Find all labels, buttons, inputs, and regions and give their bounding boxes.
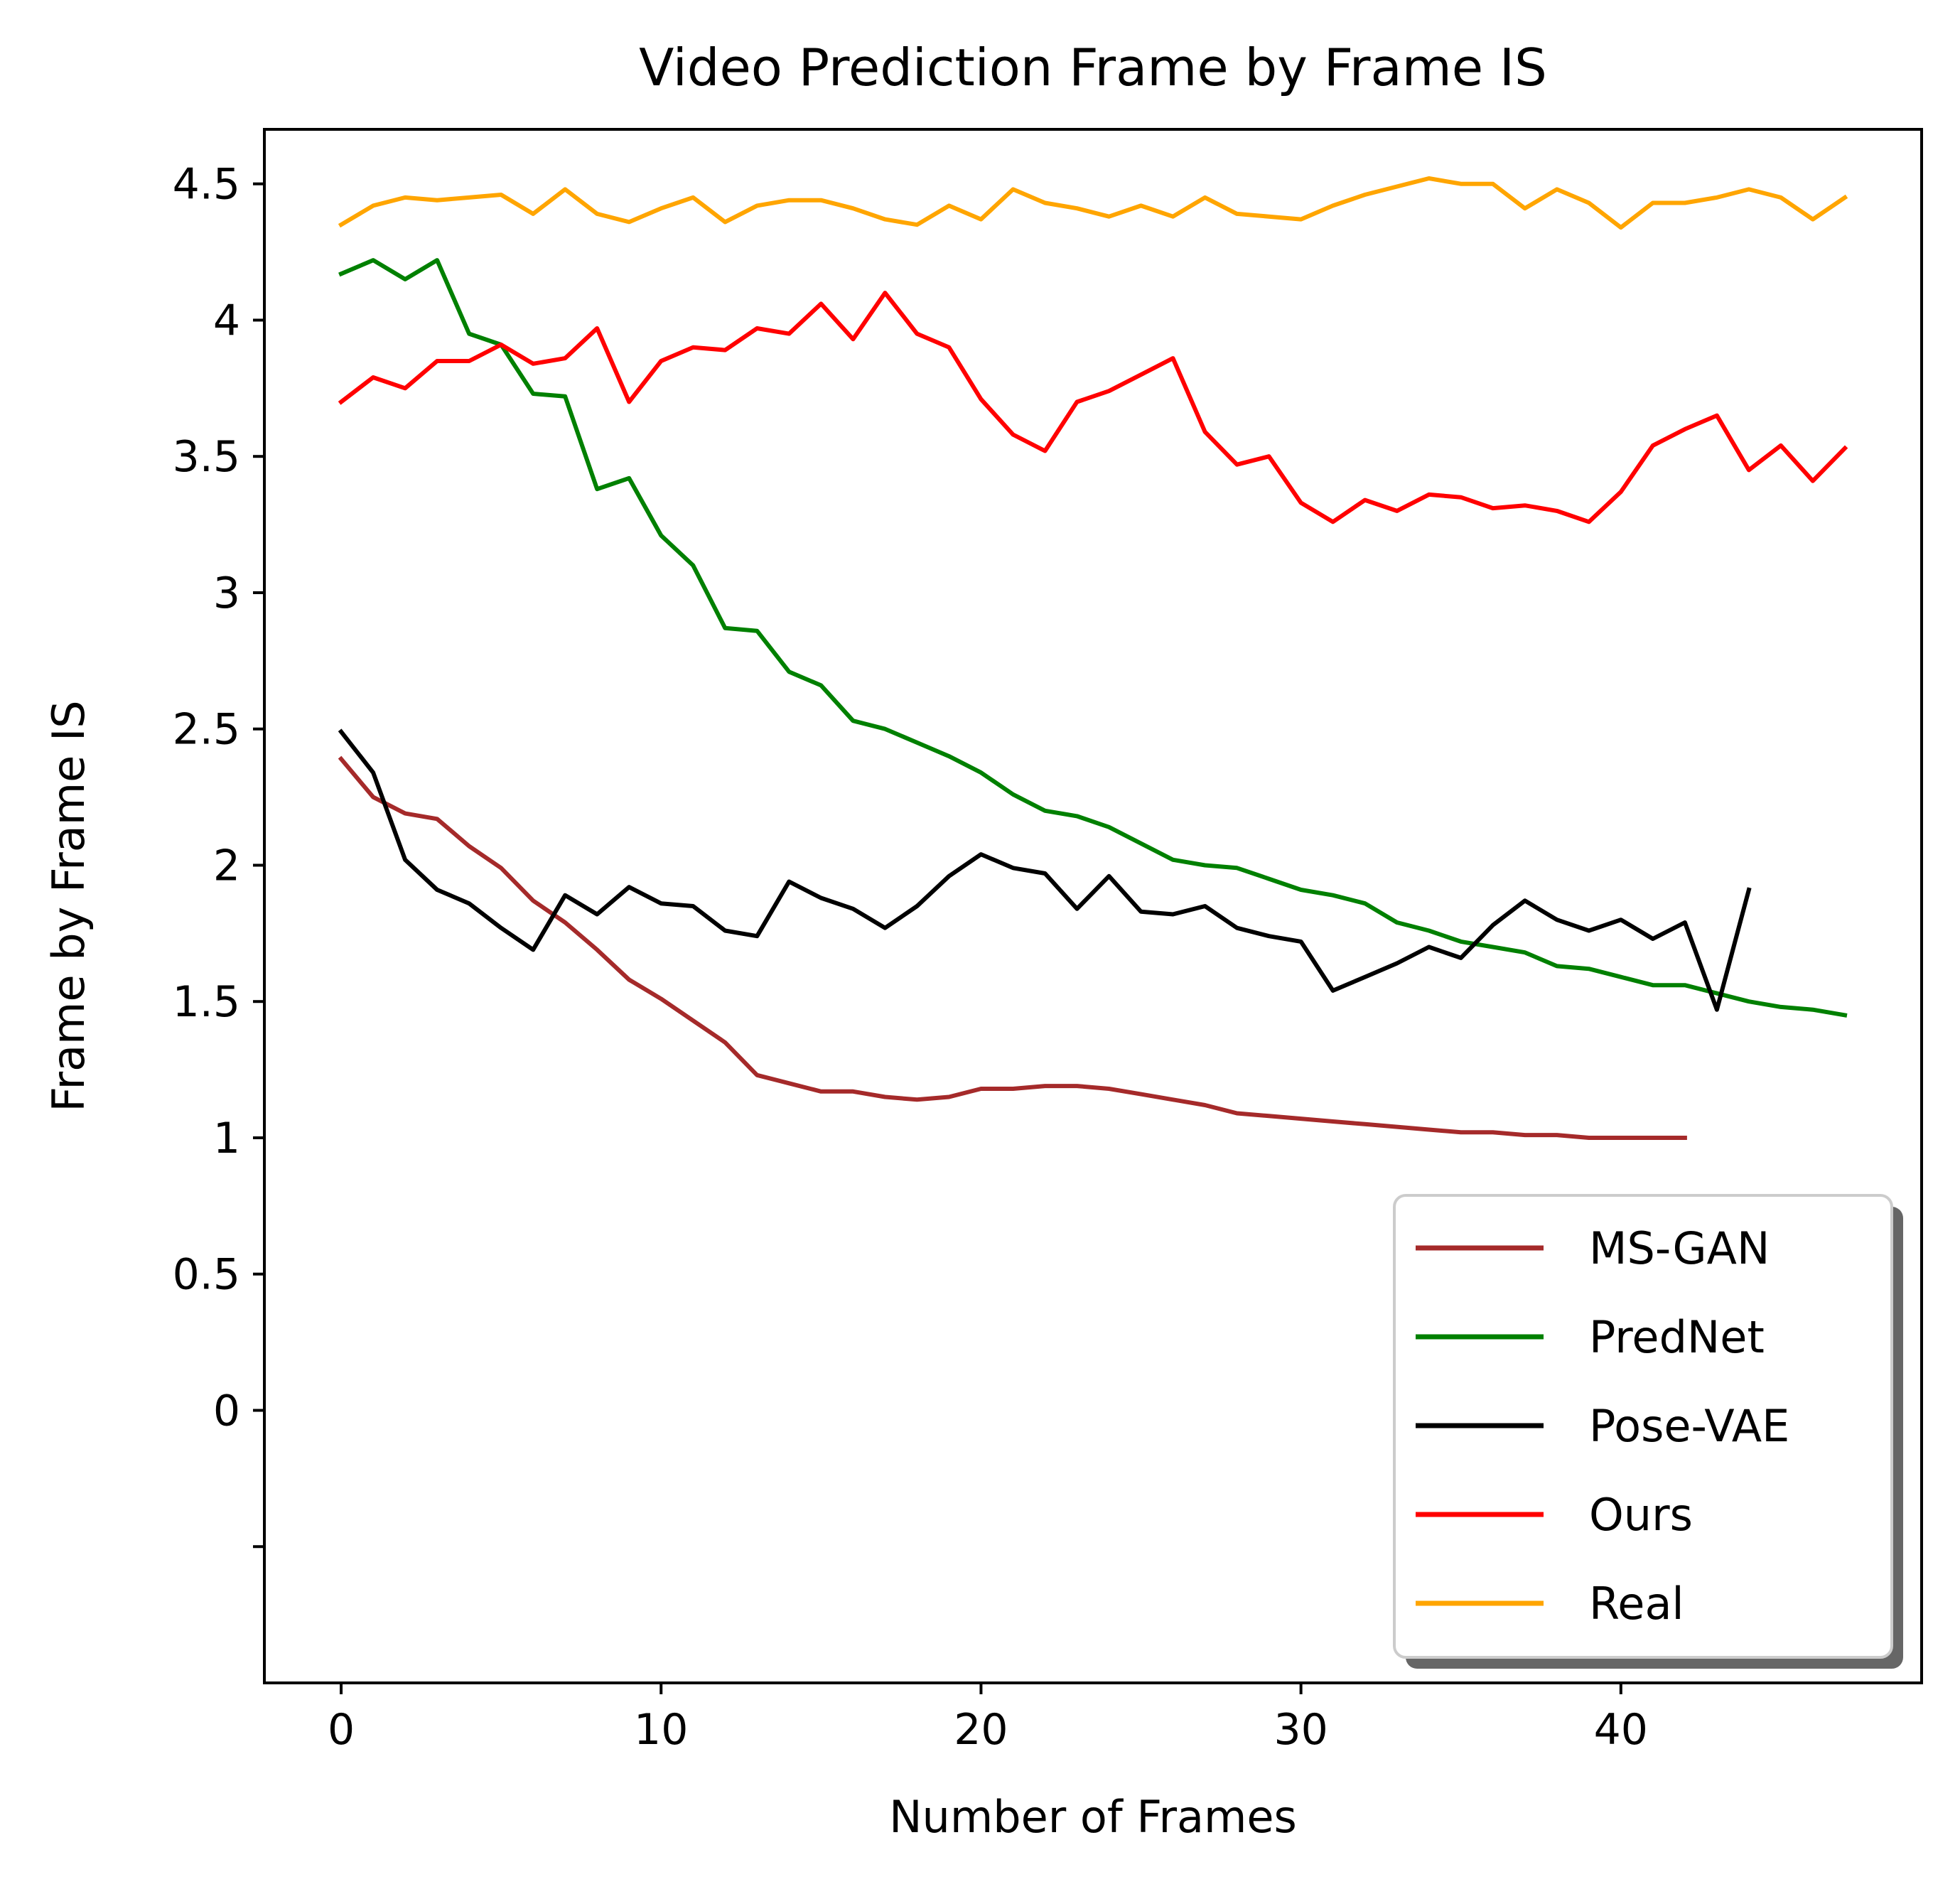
series-line-ms-gan <box>338 755 1687 1140</box>
y-tick-label: 2.5 <box>173 705 240 755</box>
legend-label: Real <box>1589 1578 1684 1630</box>
x-tick-label: 0 <box>328 1705 355 1755</box>
legend-box <box>1393 1194 1893 1659</box>
y-tick-label: 1 <box>213 1114 240 1163</box>
y-tick-label: 3.5 <box>173 432 240 482</box>
y-axis-label: Frame by Frame IS <box>43 700 95 1112</box>
x-axis-label: Number of Frames <box>889 1791 1297 1843</box>
series-line-prednet <box>338 258 1848 1018</box>
plot-area-frame <box>263 128 1923 1684</box>
legend-label: PredNet <box>1589 1311 1765 1363</box>
series-line-pose-vae <box>338 728 1752 1012</box>
legend-label: MS-GAN <box>1589 1222 1770 1274</box>
x-tick-label: 10 <box>634 1705 688 1755</box>
y-tick-label: 3 <box>213 569 240 618</box>
y-tick-label: 0 <box>213 1386 240 1436</box>
legend-label: Pose-VAE <box>1589 1400 1789 1452</box>
y-tick-label: 1.5 <box>173 977 240 1027</box>
legend-entries: MS-GAN PredNet Pose-VAE Ours Real <box>1416 1222 1789 1630</box>
x-tick-label: 20 <box>954 1705 1008 1755</box>
y-axis: 0 0.5 1 1.5 2 2.5 3 3.5 4 4.5 <box>173 160 264 1549</box>
chart-title: Video Prediction Frame by Frame IS <box>639 38 1547 97</box>
x-tick-label: 40 <box>1594 1705 1648 1755</box>
x-axis: 0 10 20 30 40 <box>328 1683 1648 1755</box>
series-layer <box>338 176 1848 1140</box>
series-line-ours <box>338 291 1848 524</box>
legend-label: Ours <box>1589 1489 1693 1541</box>
y-tick-label: 2 <box>213 841 240 890</box>
x-tick-label: 30 <box>1274 1705 1328 1755</box>
y-tick-label: 0.5 <box>173 1250 240 1300</box>
y-tick-label: 4 <box>213 296 240 345</box>
y-tick-label: 4.5 <box>173 160 240 210</box>
legend: MS-GAN PredNet Pose-VAE Ours Real <box>1393 1194 1903 1669</box>
series-line-real <box>338 176 1848 230</box>
